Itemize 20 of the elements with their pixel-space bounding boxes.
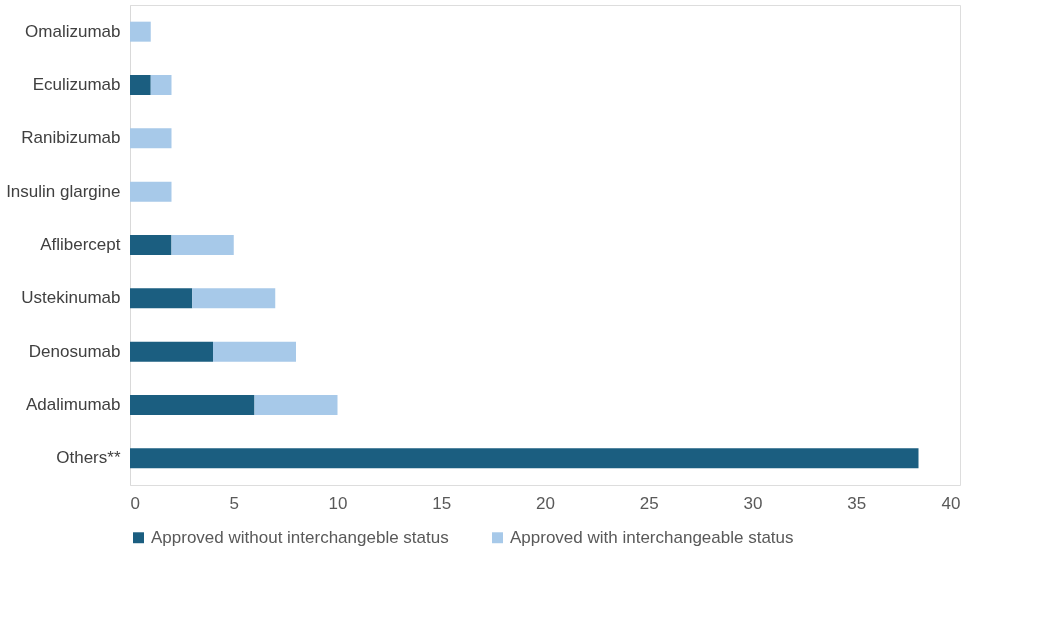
y-tick-label: Ranibizumab <box>21 128 121 148</box>
x-tick-label: 30 <box>743 493 763 513</box>
y-tick-label: Denosumab <box>28 341 121 361</box>
x-tick-label: 0 <box>130 493 140 513</box>
x-tick-label: 35 <box>847 493 867 513</box>
y-tick-label: Insulin glargine <box>6 181 121 201</box>
y-tick-label: Eculizumab <box>32 75 121 94</box>
y-tick-label: Ustekinumab <box>21 288 121 308</box>
x-tick-label: 40 <box>941 493 961 513</box>
x-tick-label: 5 <box>229 493 239 513</box>
y-tick-label: Aflibercept <box>40 235 121 254</box>
legend-label: Approved with interchangeable status <box>510 527 794 547</box>
legend-label: Approved without interchangeble status <box>151 527 449 547</box>
y-tick-label: Others** <box>56 448 121 468</box>
x-tick-label: 10 <box>328 493 348 513</box>
y-tick-label: Omalizumab <box>25 21 121 41</box>
x-tick-label: 15 <box>432 493 452 513</box>
y-tick-label: Adalimumab <box>26 395 121 414</box>
x-tick-label: 25 <box>639 493 659 513</box>
x-tick-label: 20 <box>536 493 555 513</box>
